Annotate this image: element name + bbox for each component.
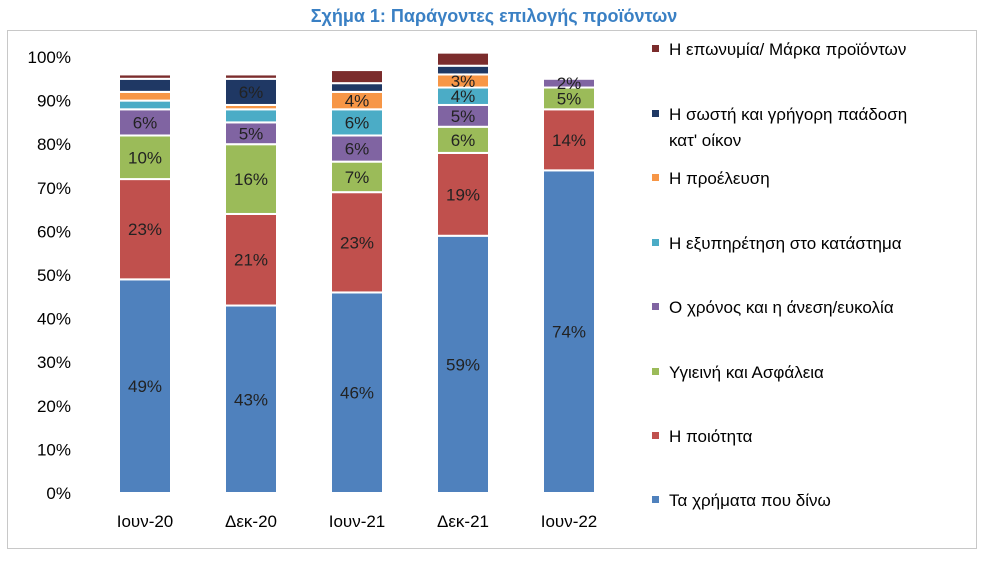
legend-label: Η σωστή και γρήγορη παάδοση κατ' οίκον [669,105,907,150]
legend-swatch [652,239,659,246]
legend-swatch [652,174,659,181]
bar-segment [224,77,278,106]
data-label: 59% [446,355,480,374]
bar-segment [118,90,172,102]
data-label: 46% [340,384,374,403]
legend-label: Η εξυπηρέτηση στο κατάστημα [669,234,902,253]
data-label: 74% [552,323,586,342]
legend-label: Η επωνυμία/ Μάρκα προϊόντων [669,40,906,59]
data-label: 23% [340,233,374,252]
legend-swatch [652,303,659,310]
data-label: 2% [557,74,582,93]
y-tick-label: 100% [28,48,71,67]
bar-segment [436,125,490,154]
bar-segment [118,108,172,137]
bar-segment [224,143,278,215]
bar-segment [330,69,384,85]
x-tick-label: Δεκ-21 [437,512,489,531]
legend-swatch [652,110,659,117]
data-label: 19% [446,185,480,204]
data-label: 4% [451,87,476,106]
y-tick-label: 90% [37,92,71,111]
data-label: 49% [128,377,162,396]
chart-frame [7,30,977,549]
bar-segment [118,134,172,181]
bar-segment [542,169,596,495]
y-tick-label: 30% [37,353,71,372]
legend-swatch [652,432,659,439]
data-label: 6% [239,83,264,102]
bar-segment [224,212,278,307]
data-label: 21% [234,251,268,270]
data-label: 6% [345,113,370,132]
legend-swatch [652,496,659,503]
bar-segment [330,291,384,494]
legend: Η επωνυμία/ Μάρκα προϊόντων Η σωστή και γ… [652,40,907,510]
bar-segment [330,108,384,137]
x-tick-label: Ιουν-20 [117,512,174,531]
data-label: 23% [128,220,162,239]
chart-title: Σχήμα 1: Παράγοντες επιλογής προϊόντων [310,6,678,26]
bar-segment [224,108,278,124]
data-label: 43% [234,390,268,409]
x-tick-label: Ιουν-21 [329,512,386,531]
bar-segment [118,77,172,93]
data-label: 5% [557,89,582,108]
legend-swatch [652,368,659,375]
bar-segment [118,73,172,80]
bar-segment [436,64,490,76]
data-label: 6% [451,131,476,150]
y-tick-label: 0% [46,484,71,503]
data-label: 5% [239,124,264,143]
x-tick-label: Δεκ-20 [225,512,277,531]
bar-segment [118,99,172,111]
bar-segment [542,77,596,89]
data-label: 6% [345,140,370,159]
data-label: 7% [345,168,370,187]
y-tick-label: 10% [37,440,71,459]
bar-segment [224,73,278,80]
data-label: 14% [552,131,586,150]
data-label: 6% [133,113,158,132]
legend-label: Υγιεινή και Ασφάλεια [669,363,824,382]
data-label: 4% [345,92,370,111]
data-label: 16% [234,170,268,189]
y-tick-label: 60% [37,222,71,241]
bar-segment [436,151,490,237]
legend-label: Η προέλευση [669,169,770,188]
y-tick-label: 40% [37,310,71,329]
y-tick-label: 70% [37,179,71,198]
data-label: 5% [451,107,476,126]
y-tick-label: 80% [37,135,71,154]
x-axis: Ιουν-20 Δεκ-20 Ιουν-21 Δεκ-21 Ιουν-22 [117,512,598,531]
bar-segment [436,51,490,67]
data-label: 10% [128,148,162,167]
legend-label: Ο χρόνος και η άνεση/ευκολία [669,298,894,317]
x-tick-label: Ιουν-22 [541,512,598,531]
y-tick-label: 20% [37,397,71,416]
legend-label: Η ποιότητα [669,427,753,446]
bars-group: 49% 23% 10% 6% 43% 21% 16% 5% 6% 46% 23% 7% 6% 6% 4% 59… [118,51,596,495]
bar-segment [118,278,172,494]
y-axis: 0% 10% 20% 30% 40% 50% 60% 70% 80% 90% 100% [28,48,71,503]
data-label: 3% [451,72,476,91]
legend-swatch [652,45,659,52]
y-tick-label: 50% [37,266,71,285]
bar-segment [330,160,384,194]
legend-label: Τα χρήματα που δίνω [669,491,831,510]
bar-segment [330,82,384,93]
bar-segment [224,304,278,494]
bar-segment [436,234,490,494]
bar-segment [330,134,384,163]
